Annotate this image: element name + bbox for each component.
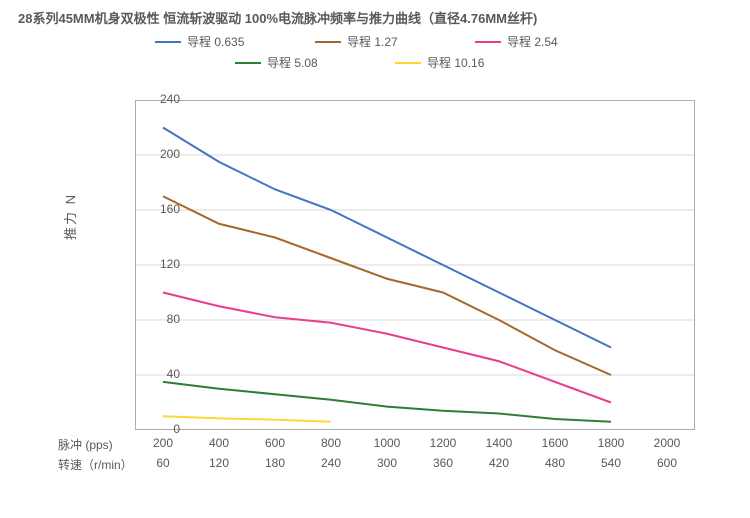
plot-area	[135, 100, 695, 430]
y-axis-label: 推力 N	[60, 193, 79, 240]
legend-label: 导程 5.08	[267, 54, 318, 71]
x-tick-speed: 240	[311, 456, 351, 470]
x-tick-pulse: 1600	[535, 436, 575, 450]
x-tick-pulse: 800	[311, 436, 351, 450]
legend-label: 导程 2.54	[507, 33, 558, 50]
y-tick-label: 160	[140, 202, 180, 216]
y-tick-label: 240	[140, 92, 180, 106]
x-axis-label-pulse: 脉冲 (pps)	[58, 436, 113, 453]
legend-swatch	[155, 41, 181, 43]
legend-item: 导程 5.08	[235, 54, 355, 71]
x-tick-speed: 180	[255, 456, 295, 470]
y-tick-label: 120	[140, 257, 180, 271]
x-tick-speed: 60	[143, 456, 183, 470]
y-tick-label: 0	[140, 422, 180, 436]
x-tick-speed: 420	[479, 456, 519, 470]
y-tick-label: 80	[140, 312, 180, 326]
x-tick-speed: 360	[423, 456, 463, 470]
x-tick-speed: 120	[199, 456, 239, 470]
legend-swatch	[315, 41, 341, 43]
legend-label: 导程 10.16	[427, 54, 484, 71]
y-tick-label: 200	[140, 147, 180, 161]
y-tick-label: 40	[140, 367, 180, 381]
x-axis-label-speed: 转速（r/min）	[58, 456, 133, 473]
x-tick-pulse: 200	[143, 436, 183, 450]
legend-swatch	[475, 41, 501, 43]
x-tick-speed: 600	[647, 456, 687, 470]
legend-item: 导程 2.54	[475, 33, 595, 50]
legend-item: 导程 1.27	[315, 33, 435, 50]
chart-title: 28系列45MM机身双极性 恒流斩波驱动 100%电流脉冲频率与推力曲线（直径4…	[0, 0, 750, 33]
x-tick-pulse: 1400	[479, 436, 519, 450]
x-tick-pulse: 1200	[423, 436, 463, 450]
legend-label: 导程 0.635	[187, 33, 244, 50]
legend-label: 导程 1.27	[347, 33, 398, 50]
legend: 导程 0.635 导程 1.27 导程 2.54 导程 5.08 导程 10.16	[0, 33, 750, 71]
legend-item: 导程 0.635	[155, 33, 275, 50]
x-tick-speed: 540	[591, 456, 631, 470]
x-tick-pulse: 1800	[591, 436, 631, 450]
x-tick-pulse: 2000	[647, 436, 687, 450]
x-tick-pulse: 1000	[367, 436, 407, 450]
x-tick-speed: 300	[367, 456, 407, 470]
legend-item: 导程 10.16	[395, 54, 515, 71]
x-tick-pulse: 600	[255, 436, 295, 450]
legend-swatch	[235, 62, 261, 64]
x-tick-speed: 480	[535, 456, 575, 470]
chart-container: 28系列45MM机身双极性 恒流斩波驱动 100%电流脉冲频率与推力曲线（直径4…	[0, 0, 750, 518]
x-tick-pulse: 400	[199, 436, 239, 450]
legend-swatch	[395, 62, 421, 64]
